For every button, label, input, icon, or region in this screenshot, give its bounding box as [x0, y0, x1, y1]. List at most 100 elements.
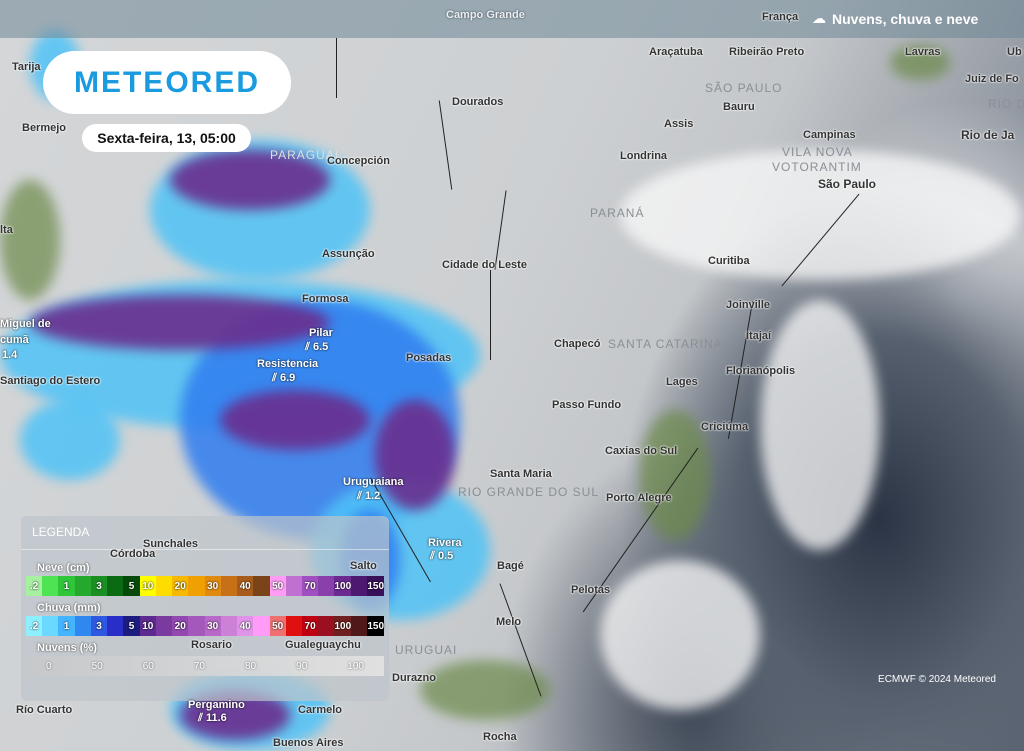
- region-label: RIO DE: [988, 97, 1024, 111]
- rain-scale-step: .2: [26, 616, 43, 636]
- city-label: Itajaí: [746, 330, 772, 342]
- city-label: Gualeguaychu: [285, 639, 361, 651]
- snow-scale-step: 10: [139, 576, 156, 596]
- snow-scale-step: 40: [237, 576, 254, 596]
- rain-scale-step: 100: [334, 616, 352, 636]
- city-label: Buenos Aires: [273, 737, 344, 749]
- city-label: Pergamino: [188, 699, 245, 711]
- city-label: Chapecó: [554, 338, 601, 350]
- country-border: [336, 38, 337, 98]
- heavy-rain-area: [170, 150, 330, 210]
- city-label: França: [762, 11, 799, 23]
- clouds-scale-step: 50: [91, 660, 103, 672]
- rain-label: Chuva (mm): [37, 602, 101, 614]
- city-label: Santa Maria: [490, 468, 552, 480]
- clouds-scale: 0 50 60 70 80 90 100: [26, 656, 384, 676]
- rain-scale-step: [74, 616, 91, 636]
- snow-scale-step: .2: [26, 576, 43, 596]
- city-label: Londrina: [620, 150, 668, 162]
- city-label: Campo Grande: [446, 9, 525, 21]
- snow-scale-step: 70: [301, 576, 319, 596]
- city-label: Assunção: [322, 248, 375, 260]
- country-border: [438, 100, 453, 190]
- city-label: lta: [0, 224, 13, 236]
- rain-scale-step: [42, 616, 59, 636]
- snow-scale-step: 3: [90, 576, 108, 596]
- rain-scale-step: 1: [58, 616, 75, 636]
- city-label: Córdoba: [110, 548, 156, 560]
- clouds-scale-step: 0: [46, 660, 52, 672]
- meteored-logo[interactable]: METEORED: [43, 51, 291, 114]
- precip-amount: 6.9: [279, 372, 296, 384]
- rain-scale-step: [253, 616, 270, 636]
- snow-scale-step: 5: [123, 576, 140, 596]
- city-label: Rio de Ja: [961, 128, 1015, 142]
- precip-value: 1.4: [2, 349, 17, 361]
- region-label: RIO GRANDE DO SUL: [458, 485, 600, 499]
- forecast-datetime: Sexta-feira, 13, 05:00: [82, 124, 251, 152]
- precip-amount: 0.5: [437, 550, 454, 562]
- snow-scale-step: [351, 576, 368, 596]
- city-label: Caxias do Sul: [605, 445, 678, 457]
- city-label: Ribeirão Preto: [729, 46, 805, 58]
- city-label: Uruguaiana: [343, 476, 404, 488]
- snow-scale-step: 1: [58, 576, 75, 596]
- precip-amount: 6.5: [312, 341, 329, 353]
- rain-scale-step: [155, 616, 173, 636]
- precip-amount: 1.4: [2, 349, 18, 361]
- region-label: SÃO PAULO: [705, 81, 783, 95]
- rain-scale-step: [318, 616, 335, 636]
- snow-scale-step: 30: [204, 576, 221, 596]
- city-label: Tarija: [12, 61, 41, 73]
- city-label: Bauru: [723, 101, 755, 113]
- heavy-rain-area: [375, 400, 455, 510]
- city-label: Bermejo: [22, 122, 67, 134]
- precip-amount: 11.6: [205, 712, 227, 724]
- rain-scale-step: [351, 616, 368, 636]
- city-label: Pelotas: [571, 584, 611, 596]
- rain-scale-step: 50: [269, 616, 286, 636]
- region-label: VOTORANTIM: [772, 160, 862, 174]
- city-label: Rivera: [428, 537, 462, 549]
- snow-scale-step: [253, 576, 270, 596]
- city-label: Río Cuarto: [16, 704, 73, 716]
- city-label: Assis: [664, 118, 694, 130]
- city-label: Sunchales: [143, 538, 199, 550]
- snow-scale-step: [42, 576, 59, 596]
- clouds-scale-step: 90: [296, 660, 308, 672]
- city-label: Criciúma: [701, 421, 749, 433]
- snow-scale-step: [285, 576, 302, 596]
- city-label: Ub: [1007, 46, 1022, 58]
- precip-value: ⫽ 0.5: [430, 550, 454, 562]
- city-label: Cidade do Leste: [442, 259, 527, 271]
- snow-scale-step: 150: [367, 576, 385, 596]
- city-label: Passo Fundo: [552, 399, 622, 411]
- snow-scale-step: [220, 576, 238, 596]
- heavy-rain-area: [220, 390, 370, 450]
- city-label: Joinville: [726, 299, 771, 311]
- city-label: Lages: [666, 376, 698, 388]
- clouds-scale-step: 100: [347, 660, 364, 672]
- terrain-patch: [0, 180, 60, 300]
- precip-amount: 1.2: [364, 490, 381, 502]
- region-label: VILA NOVA: [782, 145, 853, 159]
- cloud-area: [600, 560, 760, 710]
- city-label: Lavras: [905, 46, 941, 58]
- clouds-scale-step: 60: [142, 660, 154, 672]
- city-label: Formosa: [302, 293, 349, 305]
- cloud-area: [620, 150, 1020, 280]
- clouds-scale-step: 70: [193, 660, 205, 672]
- city-label: Resistencia: [257, 358, 319, 370]
- snow-scale-step: [107, 576, 124, 596]
- city-label: Miguel de: [0, 318, 51, 330]
- city-label: Melo: [496, 616, 522, 628]
- region-label: PARAGUAI: [270, 148, 340, 162]
- city-label: Curitiba: [708, 255, 750, 267]
- legend-panel: LEGENDA Neve (cm) .2 1 3 5 10 20 30 40 50 70 100 15…: [21, 516, 389, 701]
- precip-value: ⫽ 6.5: [305, 341, 329, 353]
- city-label: Carmelo: [298, 704, 343, 716]
- terrain-patch: [640, 410, 710, 540]
- rain-scale-step: [220, 616, 238, 636]
- region-label: PARANÁ: [590, 206, 645, 220]
- snow-scale-step: 100: [334, 576, 352, 596]
